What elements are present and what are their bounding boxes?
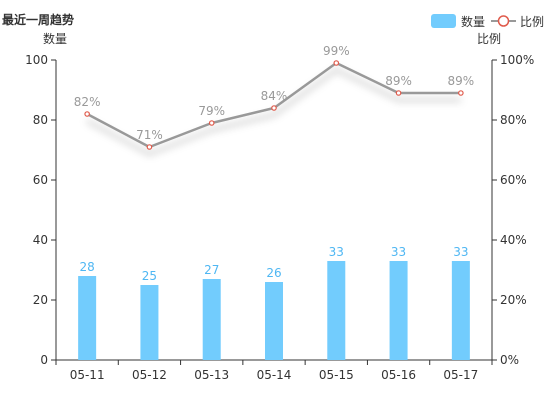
bar[interactable] <box>202 279 221 360</box>
y-axis-left-tick-label: 100 <box>25 53 48 67</box>
y-axis-left-tick-label: 20 <box>33 293 48 307</box>
bar-value-label: 33 <box>453 245 468 259</box>
x-axis-tick-label: 05-12 <box>132 368 167 382</box>
y-axis-right-title: 比例 <box>477 32 501 46</box>
bar-value-label: 33 <box>391 245 406 259</box>
bar-value-label: 33 <box>329 245 344 259</box>
legend-line-swatch <box>490 15 516 27</box>
bar[interactable] <box>327 261 346 360</box>
y-axis-right-tick-label: 80% <box>500 113 527 127</box>
y-axis-left-tick-label: 80 <box>33 113 48 127</box>
line-point[interactable] <box>208 120 215 126</box>
y-axis-right-tick-label: 20% <box>500 293 527 307</box>
bar-value-label: 25 <box>142 269 157 283</box>
x-axis-tick-label: 05-17 <box>443 368 478 382</box>
bar[interactable] <box>140 285 159 360</box>
bar-value-label: 26 <box>266 266 281 280</box>
y-axis-left-tick-label: 0 <box>40 353 48 367</box>
x-axis-tick-label: 05-16 <box>381 368 416 382</box>
legend-bar-swatch <box>430 14 456 28</box>
bar[interactable] <box>265 282 283 360</box>
line-point[interactable] <box>333 60 340 66</box>
legend-item-line[interactable]: 比例 <box>490 13 544 30</box>
bar-value-label: 28 <box>80 260 95 274</box>
chart-legend: 数量 比例 <box>430 10 550 32</box>
line-point[interactable] <box>395 90 402 96</box>
bar[interactable] <box>451 261 470 360</box>
y-axis-right-tick-label: 60% <box>500 173 527 187</box>
chart-title: 最近一周趋势 <box>2 13 75 27</box>
line-point[interactable] <box>271 105 277 111</box>
y-axis-left-tick-label: 60 <box>33 173 48 187</box>
legend-item-bar[interactable]: 数量 <box>430 13 485 30</box>
y-axis-left-tick-label: 40 <box>33 233 48 247</box>
x-axis-tick-label: 05-15 <box>319 368 354 382</box>
line-value-label: 89% <box>448 74 475 88</box>
line-value-label: 82% <box>74 95 101 109</box>
line-point[interactable] <box>146 144 153 150</box>
x-axis-tick-label: 05-11 <box>70 368 105 382</box>
line-value-label: 79% <box>198 104 225 118</box>
x-axis-tick-label: 05-14 <box>257 368 292 382</box>
x-axis-tick-label: 05-13 <box>194 368 229 382</box>
y-axis-right-tick-label: 0% <box>500 353 519 367</box>
line-value-label: 99% <box>323 44 350 58</box>
legend-line-label: 比例 <box>519 14 544 29</box>
line-value-label: 71% <box>136 128 163 142</box>
line-value-label: 89% <box>385 74 412 88</box>
y-axis-left-title: 数量 <box>43 31 67 46</box>
line-point[interactable] <box>84 111 90 117</box>
line-value-label: 84% <box>261 89 288 103</box>
y-axis-right-tick-label: 100% <box>500 53 534 67</box>
bar[interactable] <box>78 276 97 360</box>
line-point[interactable] <box>458 90 464 96</box>
bar[interactable] <box>389 261 408 360</box>
legend-bar-label: 数量 <box>460 14 485 29</box>
bar-value-label: 27 <box>204 263 219 277</box>
y-axis-right-tick-label: 40% <box>500 233 527 247</box>
